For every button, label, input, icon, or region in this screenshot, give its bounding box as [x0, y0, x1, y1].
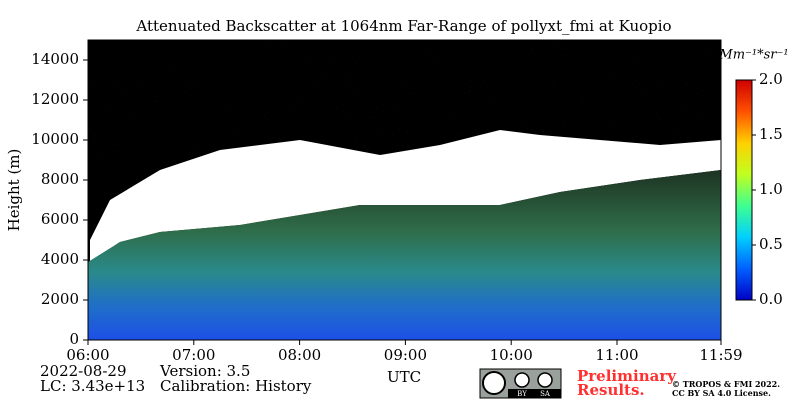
colorbar [735, 79, 753, 301]
badge-strip [508, 389, 561, 398]
x-tick-label: 11:00 [595, 346, 638, 364]
colorbar-tick-label: 0.0 [759, 290, 783, 308]
x-tick-label: 11:59 [699, 346, 742, 364]
by-icon [514, 372, 530, 388]
notice: Preliminary [577, 367, 677, 385]
upper-noise [88, 40, 721, 150]
colorbar-tick-label: 1.0 [759, 180, 783, 198]
colorbar-tick-label: 2.0 [759, 70, 783, 88]
x-tick-label: 07:00 [172, 346, 215, 364]
y-tick-label: 12000 [31, 90, 79, 108]
date: 2022-08-29 [40, 362, 126, 380]
plot-frame [87, 39, 722, 341]
colorbar-tick-label: 1.5 [759, 125, 783, 143]
badge-text: BY [517, 390, 527, 398]
cloud [90, 130, 721, 262]
cc-icon [482, 371, 506, 395]
y-tick-label: 6000 [41, 210, 79, 228]
sa-icon [537, 372, 553, 388]
y-tick-label: 4000 [41, 250, 79, 268]
license-badge: BY SA [479, 368, 562, 399]
license: CC BY SA 4.0 License. [672, 388, 771, 398]
y-axis-label: Height (m) [5, 149, 23, 232]
x-tick-label: 08:00 [278, 346, 321, 364]
badge-text: SA [540, 390, 551, 398]
chart-title: Attenuated Backscatter at 1064nm Far-Ran… [135, 17, 671, 35]
lidar-constant: LC: 3.43e+13 [40, 377, 145, 395]
plot-field [88, 40, 721, 340]
footer: 2022-08-29 LC: 3.43e+13 Version: 3.5 Cal… [40, 362, 780, 399]
colorbar-tick-label: 0.5 [759, 235, 783, 253]
x-tick-label: 06:00 [66, 346, 109, 364]
version: Version: 3.5 [159, 362, 250, 380]
aerosol-layer [88, 170, 721, 340]
y-tick-label: 10000 [31, 130, 79, 148]
colorbar-label: Mm⁻¹*sr⁻¹ [718, 48, 788, 63]
y-tick-label: 0 [69, 330, 79, 348]
x-axis-label: UTC [387, 368, 421, 386]
x-tick-label: 09:00 [384, 346, 427, 364]
notice: Results. [577, 381, 645, 399]
copyright: © TROPOS & FMI 2022. [672, 379, 780, 389]
y-tick-label: 2000 [41, 290, 79, 308]
calibration: Calibration: History [160, 377, 312, 395]
x-tick-label: 10:00 [490, 346, 533, 364]
y-tick-label: 8000 [41, 170, 79, 188]
y-tick-label: 14000 [31, 50, 79, 68]
